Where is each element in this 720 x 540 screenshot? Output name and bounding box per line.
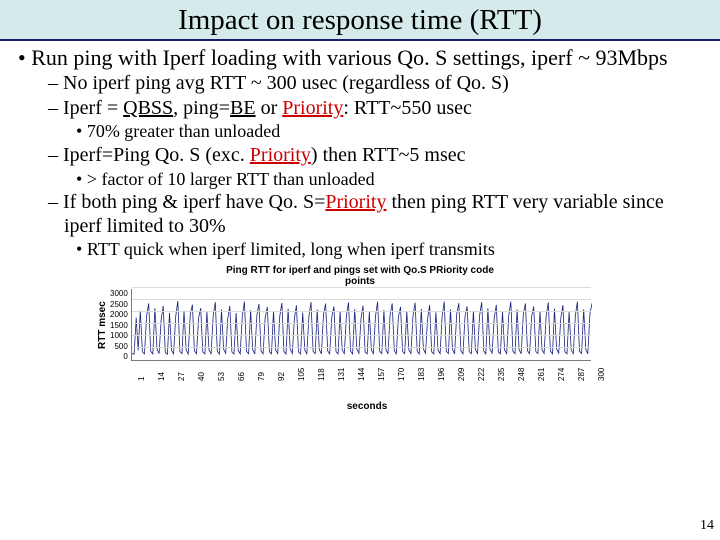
title-bar: Impact on response time (RTT) — [0, 0, 720, 41]
chart-gridline — [132, 299, 591, 300]
chart-ytick: 0 — [110, 352, 128, 361]
slide-title: Impact on response time (RTT) — [0, 4, 720, 37]
bullet-sub-a: No iperf ping avg RTT ~ 300 usec (regard… — [64, 72, 702, 96]
chart-ytick: 2500 — [110, 300, 128, 309]
bullet-sub-d: If both ping & iperf have Qo. S=Priority… — [64, 191, 702, 238]
bullet-subsub-a: 70% greater than unloaded — [90, 121, 702, 143]
bullet-sub-c: Iperf=Ping Qo. S (exc. Priority) then RT… — [64, 144, 702, 168]
text: , ping= — [173, 97, 230, 119]
chart-xlabel: seconds — [137, 401, 597, 412]
chart-ytick: 2000 — [110, 310, 128, 319]
bullet-subsub-c: RTT quick when iperf limited, long when … — [90, 239, 702, 261]
chart-xticks: 1142740536679921051181311441571701831962… — [137, 361, 597, 383]
link-priority[interactable]: Priority — [282, 97, 343, 119]
text: Iperf=Ping Qo. S (exc. — [63, 144, 250, 166]
chart-ytick: 500 — [110, 342, 128, 351]
chart-yticks: 3000 25002000 15001000 5000 — [110, 289, 131, 361]
chart-body: RTT msec 3000 25002000 15001000 5000 — [95, 289, 625, 361]
link-priority[interactable]: Priority — [250, 144, 311, 166]
bullet-sub-b: Iperf = QBSS, ping=BE or Priority: RTT~5… — [64, 97, 702, 121]
link-priority[interactable]: Priority — [325, 191, 386, 213]
text-be: BE — [230, 97, 256, 119]
chart-title-line2: points — [345, 276, 375, 287]
chart-ytick: 1000 — [110, 331, 128, 340]
chart-plot-area — [131, 289, 591, 361]
text: Iperf = — [63, 97, 123, 119]
chart-gridline — [132, 323, 591, 324]
chart-gridline — [132, 335, 591, 336]
text: If both ping & iperf have Qo. S= — [63, 191, 325, 213]
chart-title: Ping RTT for iperf and pings set with Qo… — [95, 265, 625, 287]
slide-content: Run ping with Iperf loading with various… — [0, 41, 720, 412]
chart-gridline — [132, 311, 591, 312]
page-number: 14 — [700, 518, 714, 534]
text: ) then RTT~5 msec — [311, 144, 466, 166]
bullet-main: Run ping with Iperf loading with various… — [32, 45, 702, 70]
chart-gridline — [132, 347, 591, 348]
text-qbss: QBSS — [123, 97, 173, 119]
chart-ytick: 3000 — [110, 289, 128, 298]
chart-container: Ping RTT for iperf and pings set with Qo… — [95, 265, 625, 412]
text: or — [256, 97, 283, 119]
text: : RTT~550 usec — [343, 97, 472, 119]
chart-ylabel: RTT msec — [95, 289, 110, 361]
chart-title-line1: Ping RTT for iperf and pings set with Qo… — [226, 265, 494, 276]
chart-ytick: 1500 — [110, 321, 128, 330]
bullet-subsub-b: > factor of 10 larger RTT than unloaded — [90, 169, 702, 191]
chart-gridline — [132, 287, 591, 288]
